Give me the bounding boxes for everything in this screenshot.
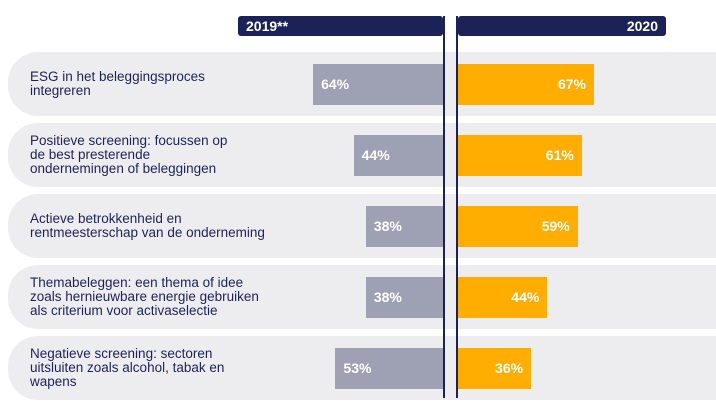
- category-label-line: rentmeesterschap van de onderneming: [30, 225, 265, 240]
- bar-label-2019: 44%: [361, 146, 390, 163]
- category-label-line: Themabeleggen: een thema of idee: [30, 275, 244, 290]
- category-label-line: wapens: [30, 374, 77, 389]
- category-label-line: zoals hernieuwbare energie gebruiken: [30, 289, 259, 304]
- series-header-2020: 2020: [458, 16, 666, 36]
- category-label-line: ESG in het beleggingsproces: [30, 69, 205, 84]
- category-label-text: Negatieve screening: sectoren uitsluiten …: [30, 347, 224, 389]
- bar-label-2020: 67%: [557, 75, 586, 92]
- axis-line-right: [456, 16, 458, 398]
- category-label: Themabeleggen: een thema of idee zoals he…: [30, 265, 295, 329]
- category-label: Negatieve screening: sectoren uitsluiten …: [30, 336, 295, 400]
- bar-2020: [458, 63, 594, 105]
- bar-label-2019: 38%: [373, 288, 402, 305]
- category-label-line: Actieve betrokkenheid en: [30, 211, 182, 226]
- series-header-2019: 2019**: [238, 16, 443, 36]
- bar-2020: [458, 205, 578, 247]
- category-label-line: integreren: [30, 83, 91, 98]
- bar-2019: [313, 63, 443, 105]
- bar-label-2020: 61%: [545, 146, 574, 163]
- bar-label-2020: 44%: [511, 288, 540, 305]
- category-label-line: ondernemingen of beleggingen: [30, 161, 217, 176]
- category-label-line: Positieve screening: focussen op: [30, 133, 228, 148]
- category-label-line: Negatieve screening: sectoren: [30, 346, 213, 361]
- category-label-text: Themabeleggen: een thema of idee zoals he…: [30, 276, 259, 318]
- bar-label-2019: 64%: [321, 75, 350, 92]
- bar-2020: [458, 347, 532, 389]
- bar-2020: [458, 134, 582, 176]
- category-label: Actieve betrokkenheid en rentmeesterschap…: [30, 194, 295, 258]
- category-label-line: als criterium voor activaselectie: [30, 303, 218, 318]
- category-label: Positieve screening: focussen op de best …: [30, 123, 295, 187]
- category-label-line: uitsluiten zoals alcohol, tabak en: [30, 360, 225, 375]
- bar-2019: [335, 347, 443, 389]
- bar-label-2020: 59%: [541, 217, 570, 234]
- category-label: ESG in het beleggingsproces integreren: [30, 52, 295, 116]
- bar-label-2019: 38%: [373, 217, 402, 234]
- bar-2019: [365, 205, 443, 247]
- bar-2020: [458, 276, 548, 318]
- category-label-line: de best presterende: [30, 147, 151, 162]
- row-background: [8, 194, 716, 258]
- category-label-text: Positieve screening: focussen op de best …: [30, 134, 227, 176]
- bar-label-2019: 53%: [343, 359, 372, 376]
- axis-line-left: [443, 16, 445, 398]
- bar-label-2020: 36%: [495, 359, 524, 376]
- category-label-text: ESG in het beleggingsproces integreren: [30, 70, 205, 98]
- category-label-text: Actieve betrokkenheid en rentmeesterschap…: [30, 212, 265, 240]
- row-background: [8, 265, 716, 329]
- bar-2019: [353, 134, 443, 176]
- bar-2019: [365, 276, 443, 318]
